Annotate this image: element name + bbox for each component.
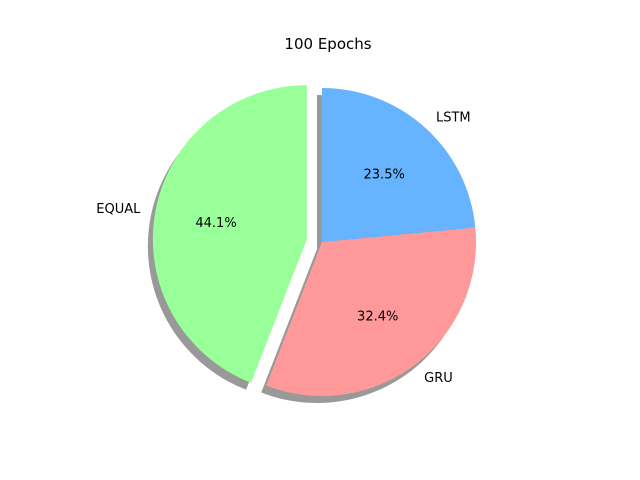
pie-slice-lstm (322, 88, 476, 242)
slice-percent-lstm: 23.5% (364, 168, 405, 183)
slice-percent-gru: 32.4% (357, 310, 398, 325)
pie-labels: EQUAL 44.1% GRU 32.4% LSTM 23.5% (96, 111, 470, 386)
pie-slices (152, 85, 476, 396)
slice-label-lstm: LSTM (436, 111, 471, 126)
pie-slice-gru (266, 227, 476, 396)
chart-title: 100 Epochs (284, 35, 371, 53)
pie-slice-equal (152, 85, 307, 383)
slice-label-equal: EQUAL (96, 202, 141, 217)
slice-percent-equal: 44.1% (195, 216, 236, 231)
slice-label-gru: GRU (424, 371, 453, 386)
